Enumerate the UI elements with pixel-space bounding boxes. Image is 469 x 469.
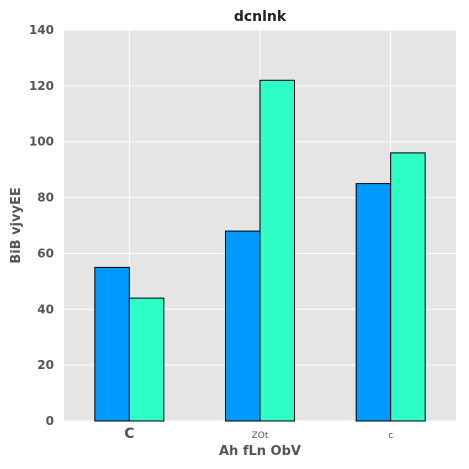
y-tick-label: 40	[37, 302, 54, 316]
bar-ZOt-series-2	[259, 79, 295, 422]
x-tick-labels: C ZOt c	[124, 426, 393, 442]
y-axis-label: BiB vjvyEE	[9, 187, 24, 263]
y-tick-label: 100	[29, 135, 54, 149]
bar-c-series-1	[355, 183, 392, 422]
x-tick-label: C	[124, 426, 134, 442]
bar-C-series-1	[94, 266, 130, 422]
chart-title: dcnlnk	[234, 9, 287, 25]
bar-ZOt-series-1	[225, 230, 261, 422]
x-tick-label: c	[388, 431, 393, 441]
bar-c-series-2	[390, 152, 426, 422]
y-tick-label: 120	[29, 79, 54, 93]
y-tick-label: 140	[29, 23, 54, 37]
bars	[94, 79, 426, 422]
y-tick-label: 80	[37, 191, 54, 205]
y-tick-label: 60	[37, 246, 54, 260]
y-tick-labels: 0 20 40 60 80 100 120 140	[29, 23, 54, 428]
x-axis-label: Ah fLn ObV	[219, 444, 301, 459]
y-tick-label: 0	[46, 414, 54, 428]
y-tick-label: 20	[37, 358, 54, 372]
x-tick-label: ZOt	[252, 431, 269, 441]
bar-C-series-2	[128, 297, 165, 422]
